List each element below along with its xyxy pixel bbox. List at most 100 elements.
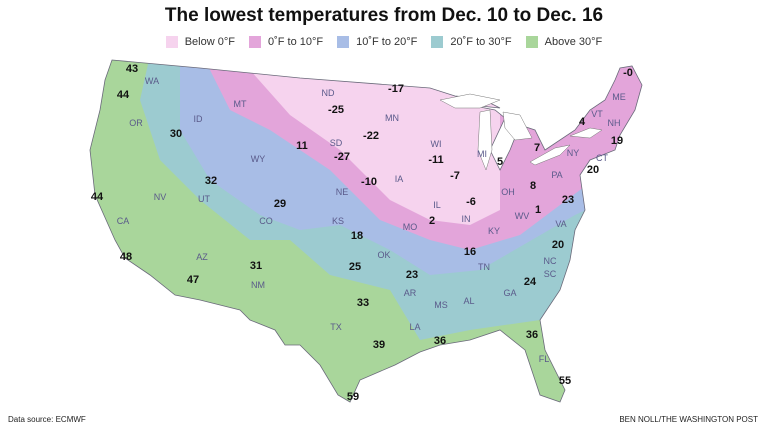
temperature-label: 30 [170, 128, 182, 140]
temperature-label: 2 [429, 215, 435, 227]
state-label: MI [477, 149, 487, 159]
state-label: MO [403, 222, 418, 232]
data-source: Data source: ECMWF [8, 415, 86, 424]
state-label: VA [555, 219, 566, 229]
state-label: MS [434, 300, 448, 310]
state-label: ND [322, 88, 335, 98]
temperature-label: 18 [351, 230, 363, 242]
state-label: SD [330, 138, 343, 148]
state-label: ID [194, 114, 204, 124]
state-label: TN [478, 262, 490, 272]
temperature-label: 20 [587, 164, 599, 176]
state-label: OK [377, 250, 390, 260]
state-label: WV [515, 211, 530, 221]
temperature-label: 1 [535, 204, 541, 216]
legend-item: 20˚F to 30°F [431, 36, 512, 48]
temperature-label: 55 [559, 375, 571, 387]
legend-swatch [431, 36, 444, 48]
temperature-label: 43 [126, 63, 138, 75]
state-label: IL [433, 200, 441, 210]
temperature-label: 5 [497, 156, 503, 168]
legend-label: 20˚F to 30°F [450, 36, 512, 48]
state-label: FL [539, 354, 550, 364]
temperature-label: 24 [524, 276, 537, 288]
state-label: IN [462, 214, 471, 224]
legend-swatch [337, 36, 350, 48]
legend-label: Below 0°F [184, 36, 235, 48]
legend-label: Above 30°F [544, 36, 603, 48]
state-label: IA [395, 174, 404, 184]
temperature-label: -10 [361, 176, 377, 188]
temperature-label: 31 [250, 260, 262, 272]
state-label: CO [259, 216, 273, 226]
legend-label: 10˚F to 20°F [356, 36, 418, 48]
state-label: OH [501, 187, 515, 197]
legend-swatch [248, 36, 261, 48]
state-label: NV [154, 192, 167, 202]
legend-swatch [525, 36, 538, 48]
legend-swatch [165, 36, 178, 48]
temperature-label: -17 [388, 83, 404, 95]
state-label: NM [251, 280, 265, 290]
temperature-label: 33 [357, 297, 369, 309]
temperature-label: 47 [187, 274, 199, 286]
temperature-label: -25 [328, 104, 344, 116]
credit: BEN NOLL/THE WASHINGTON POST [619, 415, 758, 424]
temperature-label: 8 [530, 180, 536, 192]
state-label: UT [198, 194, 210, 204]
state-label: WY [251, 154, 266, 164]
legend-label: 0˚F to 10°F [267, 36, 324, 48]
legend-item: 0˚F to 10°F [248, 36, 324, 48]
legend-item: Above 30°F [525, 36, 603, 48]
legend: Below 0°F 0˚F to 10°F 10˚F to 20°F 20˚F … [0, 36, 768, 48]
legend-item: 10˚F to 20°F [337, 36, 417, 48]
temperature-label: 4 [579, 116, 586, 128]
temperature-label: 25 [349, 261, 361, 273]
temperature-label: 19 [611, 135, 623, 147]
temperature-label: 39 [373, 339, 385, 351]
state-label: CT [596, 153, 608, 163]
state-label: SC [544, 269, 557, 279]
temperature-label: 23 [562, 194, 574, 206]
state-label: MT [234, 99, 247, 109]
state-label: LA [409, 322, 420, 332]
temperature-label: 32 [205, 175, 217, 187]
temperature-label: -0 [623, 67, 633, 79]
temperature-label: 36 [526, 329, 538, 341]
temperature-label: -7 [450, 170, 460, 182]
state-label: WA [145, 76, 159, 86]
temperature-label: 20 [552, 239, 564, 251]
state-label: AR [404, 288, 417, 298]
temperature-label: 44 [117, 89, 130, 101]
state-label: NE [336, 187, 349, 197]
temperature-label: 48 [120, 251, 132, 263]
state-label: AZ [196, 252, 208, 262]
state-label: GA [503, 288, 516, 298]
temperature-label: 11 [296, 140, 308, 152]
temperature-label: 44 [91, 191, 104, 203]
temperature-label: 23 [406, 269, 418, 281]
temperature-label: -27 [334, 151, 350, 163]
temperature-label: 36 [434, 335, 446, 347]
state-label: OR [129, 118, 143, 128]
temperature-label: -6 [466, 196, 476, 208]
state-label: CA [117, 216, 130, 226]
temperature-label: 7 [534, 142, 540, 154]
temperature-label: -22 [363, 130, 379, 142]
legend-item: Below 0°F [165, 36, 235, 48]
great-lakes [439, 93, 603, 171]
state-label: PA [551, 170, 562, 180]
temperature-label: 59 [347, 391, 359, 403]
map-title: The lowest temperatures from Dec. 10 to … [164, 5, 604, 26]
state-label: NC [544, 256, 557, 266]
state-label: TX [330, 322, 342, 332]
temperature-label: -11 [428, 154, 443, 166]
state-label: KY [488, 226, 500, 236]
state-label: NY [567, 148, 580, 158]
state-label: NH [608, 118, 621, 128]
state-label: AL [463, 296, 474, 306]
zone-below-0 [250, 70, 500, 225]
state-label: MN [385, 113, 399, 123]
temperature-label: 29 [274, 198, 286, 210]
